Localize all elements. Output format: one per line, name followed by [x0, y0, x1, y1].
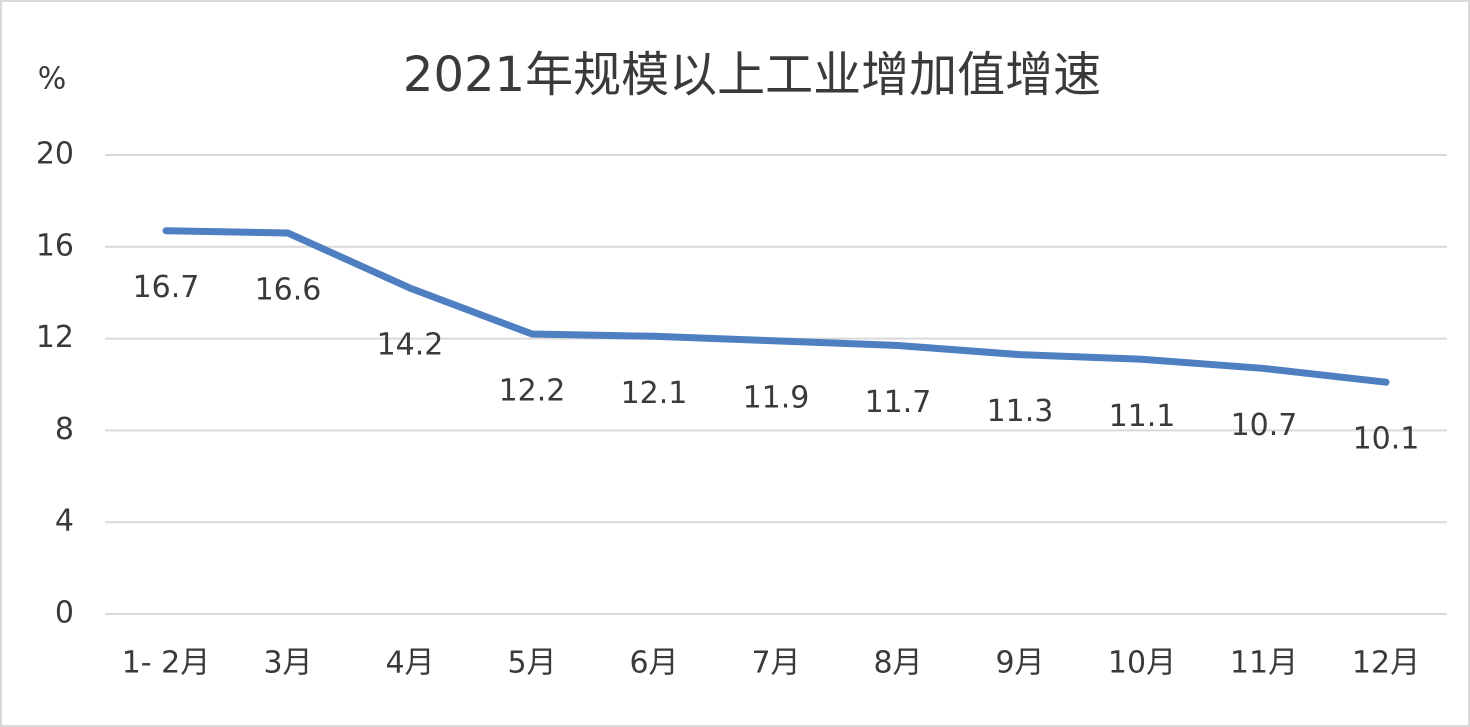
x-tick-label: 4月: [385, 646, 434, 681]
x-tick-label: 6月: [629, 646, 678, 681]
data-label: 16.7: [133, 270, 200, 305]
x-tick-label: 1- 2月: [122, 646, 211, 681]
data-label: 12.1: [621, 376, 688, 411]
x-tick-label: 9月: [995, 646, 1044, 681]
y-tick-label: 4: [55, 504, 74, 539]
y-tick-label: 8: [55, 412, 74, 447]
x-tick-label: 10月: [1108, 646, 1176, 681]
data-label: 10.7: [1231, 408, 1298, 443]
chart-title: 2021年规模以上工业增加值增速: [403, 47, 1101, 103]
data-label: 16.6: [255, 273, 322, 308]
data-label: 11.7: [865, 385, 932, 420]
data-label: 11.1: [1109, 399, 1176, 434]
line: [162, 227, 1390, 386]
y-tick-label: 20: [36, 137, 74, 172]
x-tick-label: 7月: [751, 646, 800, 681]
data-label: 10.1: [1353, 422, 1420, 457]
data-label: 14.2: [377, 328, 444, 363]
x-tick-label: 3月: [263, 646, 312, 681]
y-tick-label: 12: [36, 320, 74, 355]
data-label: 12.2: [499, 374, 566, 409]
data-label: 11.9: [743, 380, 810, 415]
y-tick-label: 0: [55, 596, 74, 631]
x-tick-label: 5月: [507, 646, 556, 681]
x-tick-label: 8月: [873, 646, 922, 681]
y-tick-label: 16: [36, 228, 74, 263]
data-label: 11.3: [987, 394, 1054, 429]
x-tick-label: 11月: [1230, 646, 1298, 681]
x-tick-label: 12月: [1352, 646, 1420, 681]
y-axis-label: %: [38, 62, 67, 97]
